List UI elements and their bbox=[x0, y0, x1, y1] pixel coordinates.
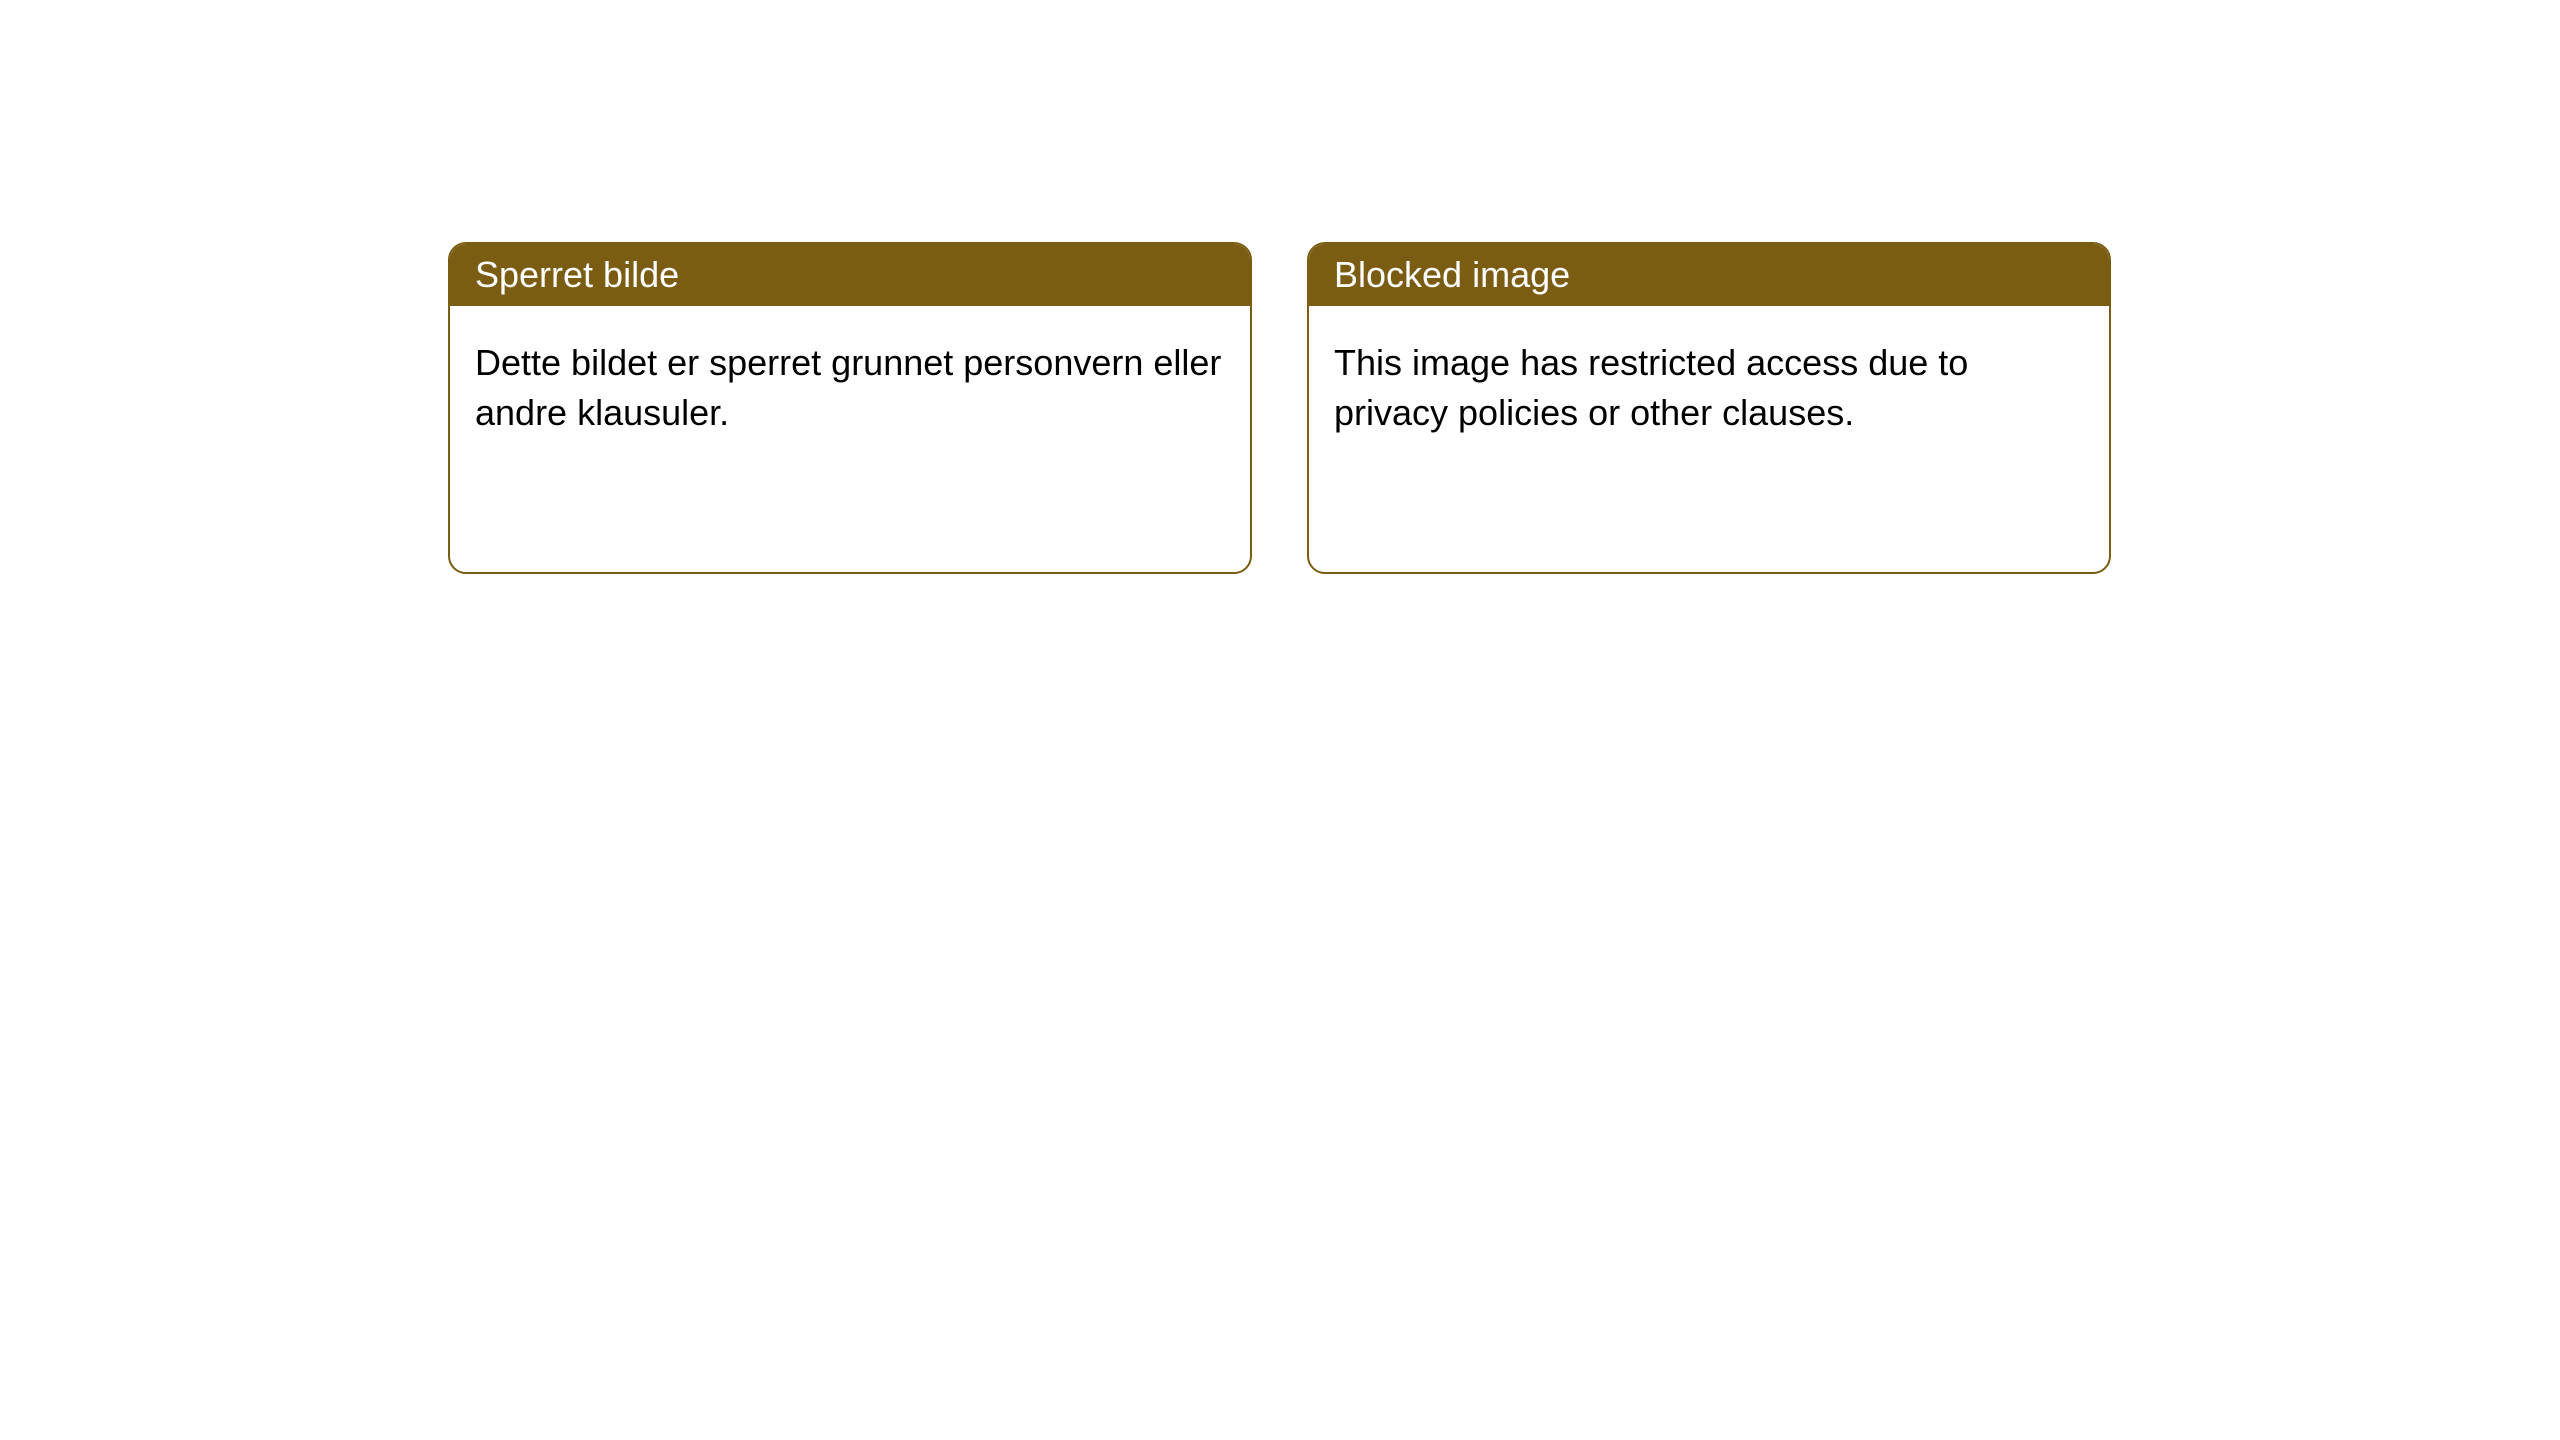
notice-body: Dette bildet er sperret grunnet personve… bbox=[450, 306, 1250, 471]
notice-header: Blocked image bbox=[1309, 244, 2109, 306]
notice-card-norwegian: Sperret bilde Dette bildet er sperret gr… bbox=[448, 242, 1252, 574]
notice-title: Blocked image bbox=[1334, 254, 1570, 295]
notice-container: Sperret bilde Dette bildet er sperret gr… bbox=[0, 0, 2560, 574]
notice-title: Sperret bilde bbox=[475, 254, 679, 295]
notice-text: Dette bildet er sperret grunnet personve… bbox=[475, 342, 1221, 433]
notice-card-english: Blocked image This image has restricted … bbox=[1307, 242, 2111, 574]
notice-header: Sperret bilde bbox=[450, 244, 1250, 306]
notice-body: This image has restricted access due to … bbox=[1309, 306, 2109, 471]
notice-text: This image has restricted access due to … bbox=[1334, 342, 1968, 433]
